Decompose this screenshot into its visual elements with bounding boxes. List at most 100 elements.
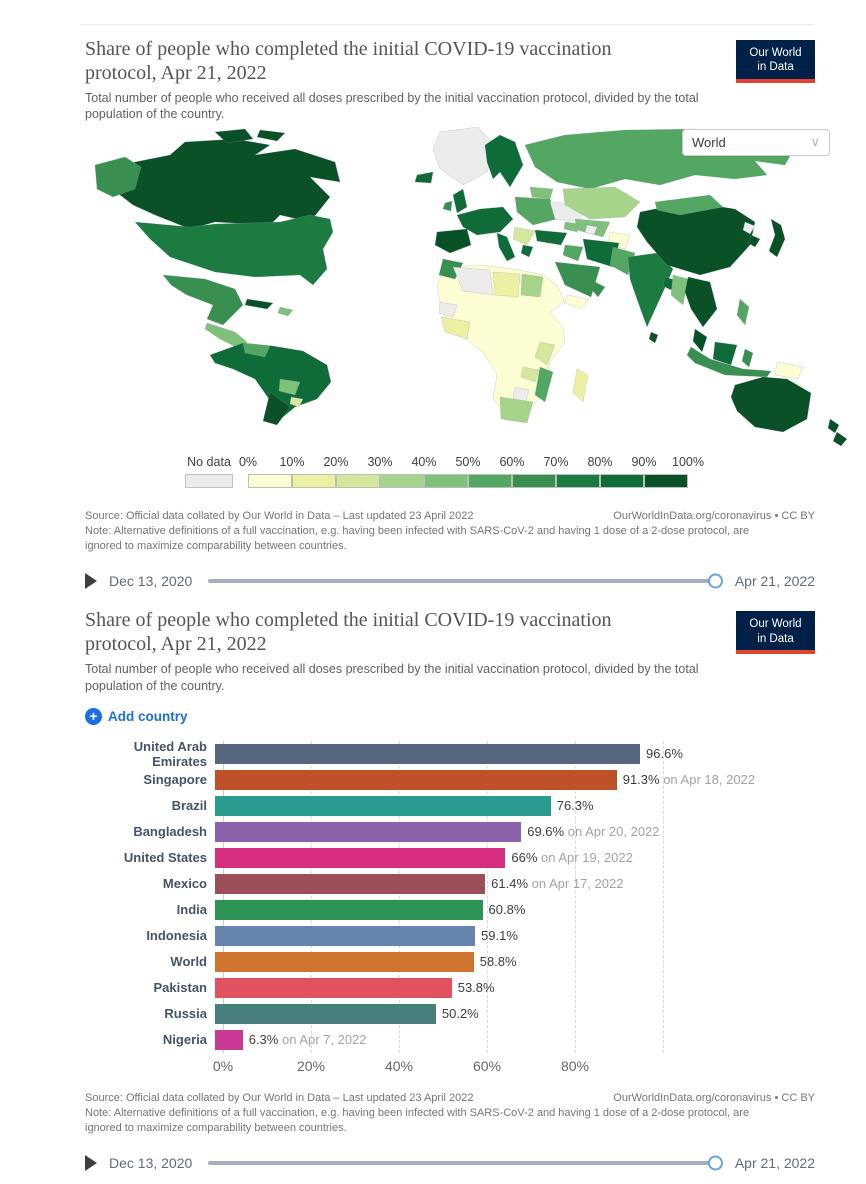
- bar-row[interactable]: India 60.8%: [85, 897, 835, 923]
- region-myanmar[interactable]: [670, 274, 689, 306]
- bar[interactable]: [215, 951, 474, 972]
- region-united-states[interactable]: [134, 214, 334, 286]
- region-ireland[interactable]: [442, 200, 453, 212]
- region-kazakhstan[interactable]: [562, 186, 641, 219]
- add-country-button[interactable]: + Add country: [85, 707, 188, 725]
- region-saudi-arabia[interactable]: [554, 261, 601, 298]
- bar[interactable]: [215, 899, 483, 920]
- region-caucasus[interactable]: [563, 221, 581, 232]
- play-icon[interactable]: [85, 573, 97, 590]
- region-mozambique-zimbabwe[interactable]: [534, 366, 554, 403]
- timeline-handle[interactable]: [707, 573, 723, 589]
- timeline-slider-2[interactable]: [208, 1155, 723, 1171]
- legend-no-data-swatch[interactable]: [185, 473, 233, 488]
- bar-row[interactable]: Mexico 61.4% on Apr 17, 2022: [85, 871, 835, 897]
- region-central-eastern-europe[interactable]: [514, 196, 558, 225]
- region-algeria[interactable]: [452, 266, 494, 295]
- region-scandinavia[interactable]: [484, 134, 524, 188]
- legend-color-swatch[interactable]: [556, 473, 600, 488]
- region-baltics-belarus[interactable]: [529, 186, 554, 199]
- bar[interactable]: [215, 873, 486, 894]
- bar-row[interactable]: Pakistan 53.8%: [85, 975, 835, 1001]
- region-egypt[interactable]: [520, 273, 544, 297]
- region-philippines[interactable]: [736, 298, 750, 326]
- source-link-2[interactable]: OurWorldInData.org/coronavirus • CC BY: [613, 1091, 815, 1104]
- region-new-zealand-north[interactable]: [827, 418, 840, 434]
- region-oman[interactable]: [591, 281, 606, 298]
- region-mongolia[interactable]: [654, 194, 724, 215]
- region-zambia[interactable]: [520, 366, 540, 383]
- region-new-zealand-south[interactable]: [832, 431, 848, 447]
- region-indonesia[interactable]: [686, 346, 772, 377]
- owid-logo[interactable]: Our World in Data: [736, 40, 815, 83]
- region-japan[interactable]: [768, 218, 786, 258]
- bar-row[interactable]: World 58.8%: [85, 949, 835, 975]
- bar-row[interactable]: Brazil 76.3%: [85, 793, 835, 819]
- region-borneo[interactable]: [712, 341, 738, 366]
- source-link[interactable]: OurWorldInData.org/coronavirus • CC BY: [613, 509, 815, 522]
- play-icon-2[interactable]: [85, 1155, 97, 1172]
- bar[interactable]: [215, 1003, 436, 1024]
- region-canada[interactable]: [109, 138, 341, 229]
- bar[interactable]: [215, 769, 617, 790]
- region-arctic-islands-west[interactable]: [214, 128, 254, 143]
- region-alaska[interactable]: [95, 156, 142, 197]
- bar[interactable]: [215, 1029, 243, 1050]
- region-south-africa[interactable]: [499, 396, 534, 423]
- legend-color-swatch[interactable]: [600, 473, 644, 488]
- bar[interactable]: [215, 743, 641, 764]
- bar-row[interactable]: Nigeria 6.3% on Apr 7, 2022: [85, 1027, 835, 1053]
- region-turkmenistan[interactable]: [584, 224, 598, 236]
- region-new-guinea[interactable]: [774, 361, 804, 379]
- region-mexico[interactable]: [162, 274, 244, 325]
- region-southern-cone[interactable]: [262, 391, 291, 425]
- bar-row[interactable]: Bangladesh 69.6% on Apr 20, 2022: [85, 819, 835, 845]
- region-bolivia[interactable]: [278, 378, 301, 395]
- region-turkey[interactable]: [534, 229, 568, 245]
- region-greece[interactable]: [520, 244, 534, 258]
- legend-color-swatch[interactable]: [336, 473, 380, 488]
- legend-color-swatch[interactable]: [468, 473, 512, 488]
- legend-color-swatch[interactable]: [424, 473, 468, 488]
- region-libya[interactable]: [492, 271, 521, 297]
- region-sri-lanka[interactable]: [648, 331, 659, 344]
- bar[interactable]: [215, 847, 506, 868]
- bar-row[interactable]: United Arab Emirates 96.6%: [85, 739, 835, 769]
- region-italy[interactable]: [496, 232, 516, 262]
- region-australia[interactable]: [730, 376, 812, 432]
- region-malay-peninsula[interactable]: [692, 328, 708, 353]
- bar[interactable]: [215, 925, 476, 946]
- region-kenya-tanzania[interactable]: [534, 341, 556, 366]
- region-north-korea[interactable]: [742, 221, 756, 235]
- region-balkans[interactable]: [512, 226, 536, 246]
- region-mauritania[interactable]: [438, 301, 458, 317]
- region-venezuela[interactable]: [242, 342, 271, 357]
- bar-row[interactable]: United States 66% on Apr 19, 2022: [85, 845, 835, 871]
- region-arctic-islands-east[interactable]: [256, 129, 286, 141]
- region-selector-dropdown[interactable]: World ∨: [682, 128, 830, 156]
- region-madagascar[interactable]: [572, 368, 589, 403]
- bar-row[interactable]: Russia 50.2%: [85, 1001, 835, 1027]
- bar-row[interactable]: Singapore 91.3% on Apr 18, 2022: [85, 767, 835, 793]
- region-iraq[interactable]: [562, 244, 584, 262]
- bar[interactable]: [215, 821, 522, 842]
- region-iberia[interactable]: [434, 228, 472, 253]
- legend-color-swatch[interactable]: [292, 473, 336, 488]
- region-united-kingdom[interactable]: [452, 188, 468, 214]
- legend-color-swatch[interactable]: [512, 473, 556, 488]
- legend-color-swatch[interactable]: [644, 473, 688, 488]
- region-pakistan[interactable]: [609, 246, 636, 276]
- region-cuba[interactable]: [244, 298, 274, 309]
- region-western-europe[interactable]: [456, 206, 514, 235]
- bar[interactable]: [215, 977, 452, 998]
- region-iceland[interactable]: [414, 171, 434, 183]
- world-map[interactable]: [95, 126, 865, 447]
- owid-logo-2[interactable]: Our World in Data: [736, 611, 815, 655]
- legend-color-swatch[interactable]: [248, 473, 292, 488]
- timeline-handle-2[interactable]: [707, 1155, 723, 1171]
- region-hispaniola[interactable]: [277, 306, 294, 316]
- bar-row[interactable]: Indonesia 59.1%: [85, 923, 835, 949]
- region-west-africa[interactable]: [440, 316, 471, 340]
- region-sulawesi[interactable]: [741, 348, 754, 368]
- region-south-korea[interactable]: [747, 234, 761, 248]
